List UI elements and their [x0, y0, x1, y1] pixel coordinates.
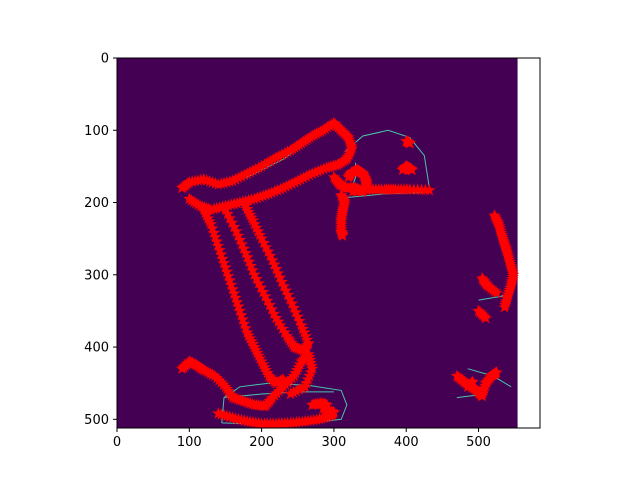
star-marker: [490, 366, 503, 378]
star-markers: [175, 116, 520, 429]
x-tick-label: 300: [322, 435, 347, 450]
y-tick-label: 400: [84, 341, 109, 356]
star-marker: [320, 398, 333, 410]
x-axis: 0 100 200 300 400 500: [113, 428, 491, 450]
plot-area: [117, 58, 520, 429]
star-marker: [239, 199, 252, 212]
star-marker: [403, 136, 416, 149]
x-tick-label: 100: [177, 435, 202, 450]
y-tick-label: 500: [84, 413, 109, 428]
x-tick-label: 400: [394, 435, 419, 450]
y-tick-label: 100: [84, 124, 109, 139]
x-tick-label: 0: [113, 435, 121, 450]
star-marker: [423, 183, 436, 196]
star-marker: [183, 192, 196, 205]
y-axis: 0 100 200 300 400 500: [84, 52, 117, 428]
star-marker: [336, 229, 349, 241]
star-marker: [498, 300, 511, 313]
star-marker: [284, 387, 297, 400]
star-marker: [479, 311, 492, 324]
y-tick-label: 300: [84, 268, 109, 283]
edge-line-1: [344, 129, 430, 189]
star-marker: [466, 375, 479, 387]
star-marker: [405, 163, 419, 176]
y-tick-label: 0: [101, 52, 109, 67]
axes-frame: [116, 57, 541, 429]
x-tick-label: 500: [466, 435, 491, 450]
y-tick-label: 200: [84, 196, 109, 211]
x-tick-label: 200: [249, 435, 274, 450]
star-marker: [490, 286, 503, 298]
